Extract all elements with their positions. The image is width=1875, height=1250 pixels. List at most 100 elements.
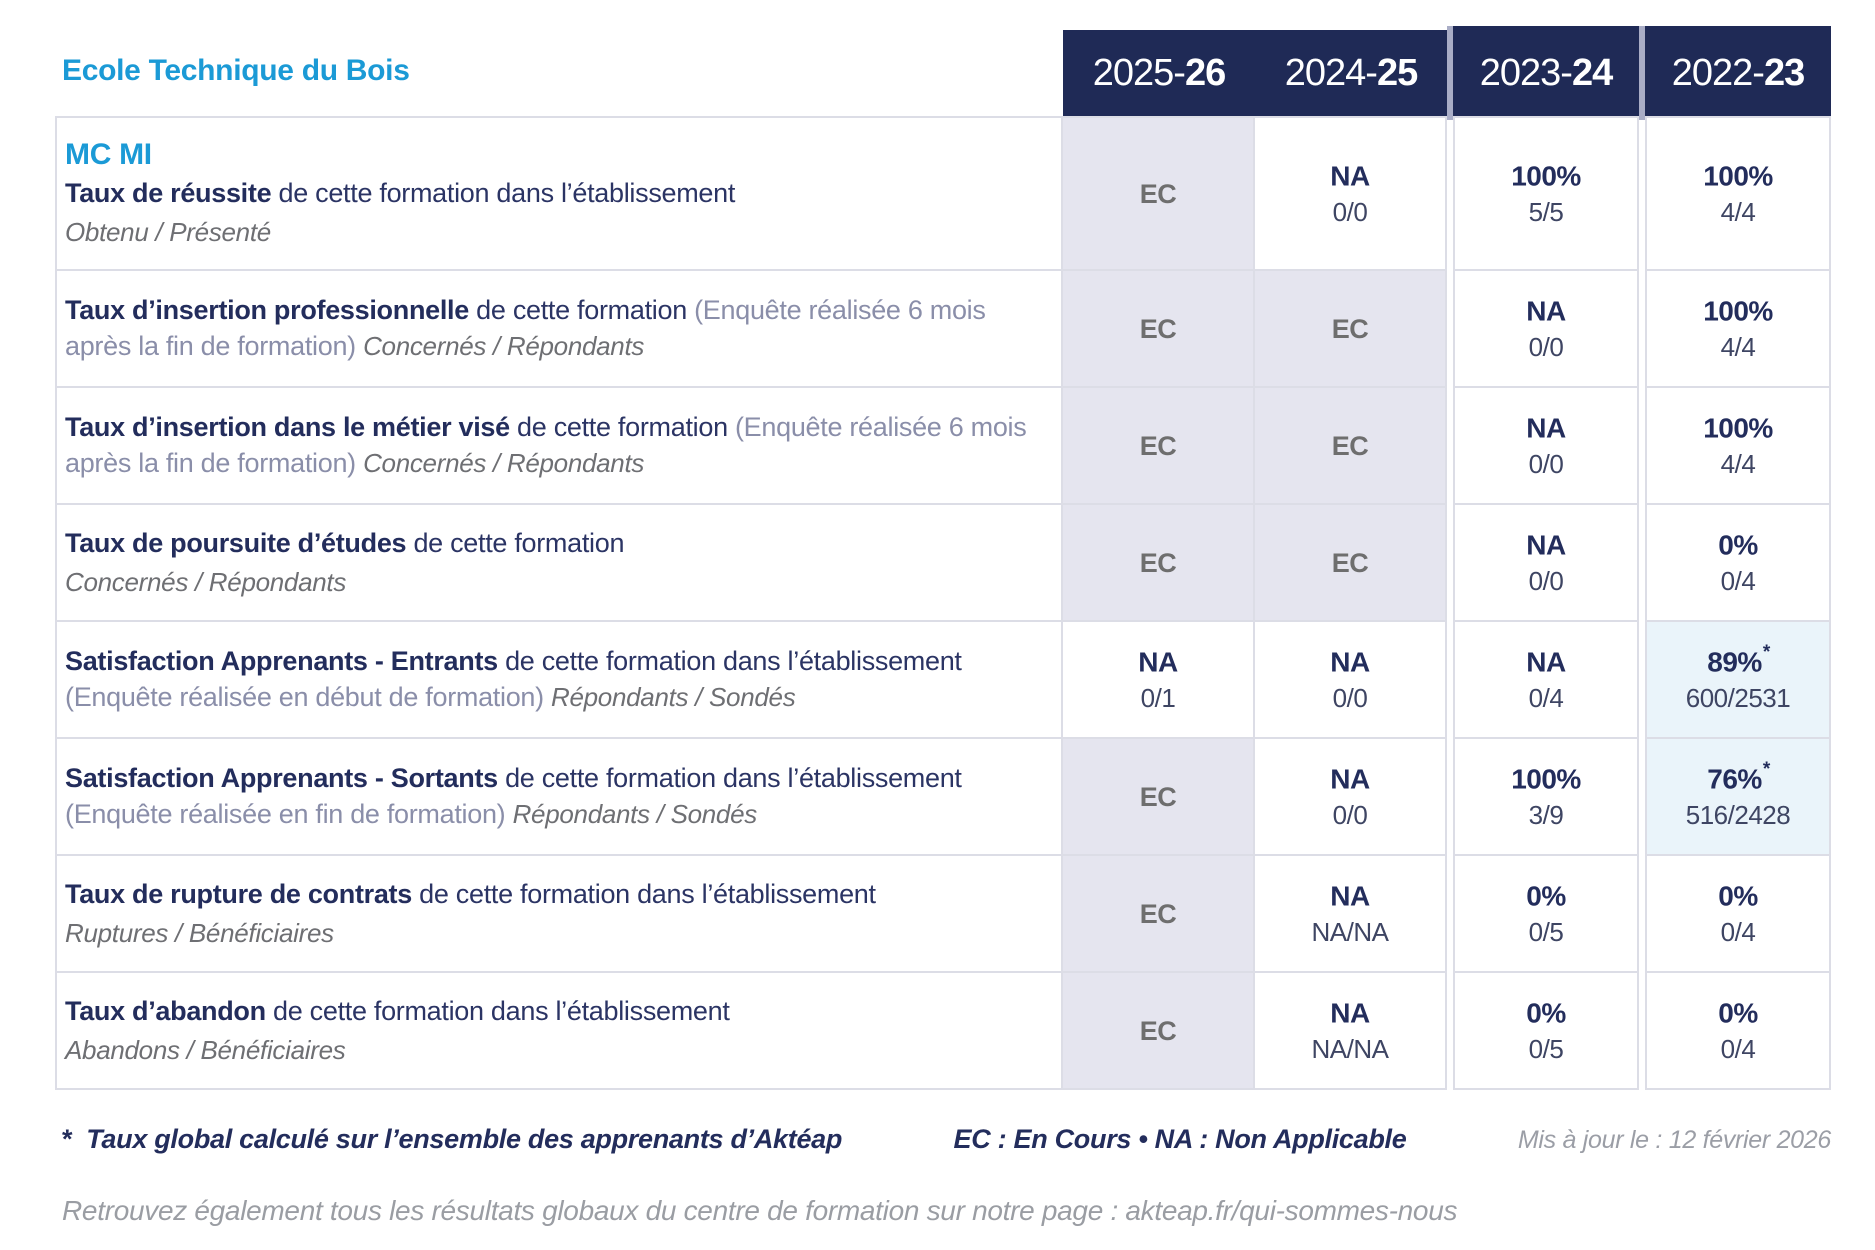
row-label-insertion-professionnelle: Taux d’insertion professionnelle de cett… <box>55 271 1063 388</box>
metric-survey-note: (Enquête réalisée 6 mois après la fin de… <box>65 295 986 361</box>
row-label-rupture-contrats: Taux de rupture de contrats de cette for… <box>55 856 1063 973</box>
value-sub: 0/0 <box>1332 683 1368 714</box>
metric-name: Taux d’abandon <box>65 995 266 1026</box>
value-main: 100% <box>1511 763 1581 795</box>
metric-desc: de cette formation dans l’établissement <box>497 763 962 794</box>
value-cell: 76%* 516/2428 <box>1645 739 1831 856</box>
year-prefix: 2024- <box>1284 51 1378 94</box>
value-cell: NA 0/0 <box>1255 622 1447 739</box>
value-cell: EC <box>1063 505 1255 622</box>
metric-desc: de cette formation <box>468 295 695 326</box>
row-label-text: Taux de réussite de cette formation dans… <box>65 176 1035 250</box>
value-cell: NA 0/0 <box>1255 116 1447 271</box>
value-sub: NA/NA <box>1311 917 1389 948</box>
value-main: EC <box>1139 179 1177 209</box>
value-main: NA <box>1330 763 1370 795</box>
value-cell: EC <box>1063 116 1255 271</box>
row-label-abandon: Taux d’abandon de cette formation dans l… <box>55 973 1063 1090</box>
school-title-cell: Ecole Technique du Bois <box>55 30 1063 116</box>
year-prefix: 2022- <box>1671 51 1765 94</box>
header-divider <box>1639 26 1645 120</box>
value-sub: 0/0 <box>1528 449 1564 480</box>
value-sub: 4/4 <box>1720 332 1756 363</box>
metric-survey-note: (Enquête réalisée en début de formation) <box>65 681 552 712</box>
metric-denominator: Concernés / Répondants <box>65 566 347 597</box>
value-cell: NA 0/0 <box>1453 388 1639 505</box>
asterisk: * <box>1762 758 1770 780</box>
metric-name: Taux d’insertion professionnelle <box>65 295 469 326</box>
school-title: Ecole Technique du Bois <box>62 54 410 87</box>
value-sub: NA/NA <box>1311 1034 1389 1065</box>
value-cell: 100% 4/4 <box>1645 271 1831 388</box>
value-cell: 0% 0/5 <box>1453 856 1639 973</box>
value-sub: 516/2428 <box>1685 800 1791 831</box>
asterisk: * <box>62 1124 73 1154</box>
value-cell: EC <box>1063 973 1255 1090</box>
value-cell: EC <box>1063 739 1255 856</box>
value-main: EC <box>1139 314 1177 344</box>
value-cell: NA NA/NA <box>1255 856 1447 973</box>
value-main: NA <box>1330 646 1370 678</box>
metric-desc: de cette formation <box>509 412 735 443</box>
row-label-text: Taux de rupture de contrats de cette for… <box>65 877 1035 951</box>
value-cell: 0% 0/4 <box>1645 973 1831 1090</box>
results-table: Ecole Technique du Bois 2025- 26 2024- 25 … <box>55 26 1831 1090</box>
metric-denominator: Ruptures / Bénéficiaires <box>65 917 334 948</box>
value-sub: 0/0 <box>1332 197 1368 228</box>
value-cell: NA NA/NA <box>1255 973 1447 1090</box>
value-main: 100% <box>1703 412 1773 444</box>
asterisk: * <box>1762 641 1770 663</box>
metric-denominator: Concernés / Répondants <box>363 330 645 361</box>
row-label-text: Taux d’insertion dans le métier visé de … <box>65 410 1035 480</box>
metric-name: Taux de poursuite d’études <box>65 527 407 558</box>
value-main: EC <box>1331 548 1369 578</box>
value-main: NA <box>1330 997 1370 1029</box>
metric-denominator: Concernés / Répondants <box>363 447 645 478</box>
value-main: NA <box>1526 295 1566 327</box>
metric-desc: de cette formation dans l’établissement <box>265 995 730 1026</box>
value-sub: 0/4 <box>1528 683 1564 714</box>
value-main: 0% <box>1718 529 1758 561</box>
value-main: 0% <box>1718 880 1758 912</box>
header-year-2023-24: 2023- 24 <box>1453 26 1639 120</box>
value-cell: 89%* 600/2531 <box>1645 622 1831 739</box>
value-sub: 0/0 <box>1528 566 1564 597</box>
value-main: EC <box>1139 1016 1177 1046</box>
value-sub: 5/5 <box>1528 197 1564 228</box>
value-main: EC <box>1331 431 1369 461</box>
value-main: 89%* <box>1707 641 1770 678</box>
metric-denominator: Répondants / Sondés <box>512 798 758 829</box>
value-cell: EC <box>1063 856 1255 973</box>
metric-name: Taux de rupture de contrats <box>65 878 412 909</box>
value-cell: NA 0/4 <box>1453 622 1639 739</box>
value-sub: 0/4 <box>1720 917 1756 948</box>
value-main: 100% <box>1703 160 1773 192</box>
footnote-text: Taux global calculé sur l’ensemble des a… <box>86 1124 843 1154</box>
metric-desc: de cette formation dans l’établissement <box>271 177 736 208</box>
value-cell: 100% 3/9 <box>1453 739 1639 856</box>
row-label-taux-reussite: MC MI Taux de réussite de cette formatio… <box>55 116 1063 271</box>
metric-name: Satisfaction Apprenants - Sortants <box>65 763 498 794</box>
value-sub: 0/4 <box>1720 1034 1756 1065</box>
metric-name: Taux de réussite <box>65 177 272 208</box>
metric-denominator: Obtenu / Présenté <box>65 216 271 247</box>
metric-denominator: Répondants / Sondés <box>551 681 796 712</box>
value-cell: 100% 5/5 <box>1453 116 1639 271</box>
value-main: NA <box>1330 160 1370 192</box>
value-cell: EC <box>1255 505 1447 622</box>
footer-row: * Taux global calculé sur l’ensemble des … <box>55 1124 1831 1155</box>
header-divider <box>1447 26 1453 120</box>
value-cell: NA 0/0 <box>1453 505 1639 622</box>
value-sub: 0/4 <box>1720 566 1756 597</box>
value-cell: 0% 0/5 <box>1453 973 1639 1090</box>
header-year-2022-23: 2022- 23 <box>1645 26 1831 120</box>
value-cell: 100% 4/4 <box>1645 116 1831 271</box>
metric-name: Satisfaction Apprenants - Entrants <box>65 646 498 677</box>
value-main: 100% <box>1511 160 1581 192</box>
metric-survey-note: (Enquête réalisée en fin de formation) <box>65 798 513 829</box>
year-suffix: 24 <box>1571 51 1613 94</box>
value-main: NA <box>1526 529 1566 561</box>
value-cell: NA 0/0 <box>1453 271 1639 388</box>
value-sub: 600/2531 <box>1685 683 1791 714</box>
value-cell: NA 0/1 <box>1063 622 1255 739</box>
